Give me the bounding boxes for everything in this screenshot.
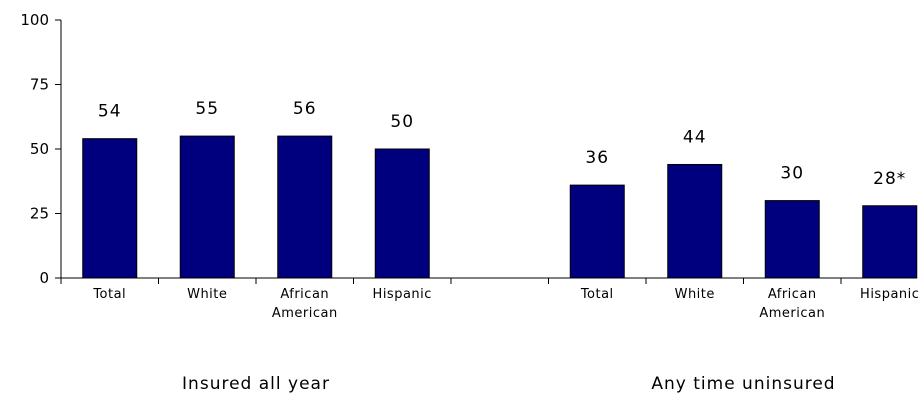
- bar: [277, 135, 333, 279]
- y-tick-label: 0: [39, 269, 49, 287]
- y-tick-label: 25: [30, 205, 49, 223]
- y-axis: 0 25 50 75 100: [20, 11, 62, 287]
- data-label: 36: [585, 148, 609, 168]
- data-label: 50: [390, 112, 414, 132]
- data-label: 30: [780, 164, 804, 184]
- bar: [374, 148, 430, 279]
- data-label: 56: [293, 99, 317, 119]
- bar: [179, 135, 235, 279]
- category-label: African: [768, 287, 817, 302]
- bar: [862, 205, 918, 279]
- category-label: American: [759, 306, 825, 321]
- category-label: Hispanic: [860, 287, 919, 302]
- y-tick-label: 100: [20, 11, 49, 29]
- bar: [569, 184, 625, 279]
- category-label: African: [280, 287, 329, 302]
- data-label: 55: [195, 99, 219, 119]
- group-label: Insured all year: [182, 374, 330, 394]
- category-label: White: [187, 287, 227, 302]
- bar: [82, 138, 138, 279]
- data-labels: 54 55 56 50 36 44 30 28*: [98, 99, 906, 189]
- data-label: 28*: [873, 169, 906, 189]
- category-labels: Total White African American Hispanic Total Wh…: [92, 287, 919, 321]
- category-label: American: [272, 306, 338, 321]
- bars: [82, 135, 918, 279]
- data-label: 54: [98, 102, 122, 122]
- bar: [667, 163, 723, 279]
- bar: [764, 200, 820, 279]
- group-labels: Insured all year Any time uninsured: [182, 374, 835, 394]
- category-label: Total: [580, 287, 614, 302]
- y-tick-label: 75: [30, 76, 49, 94]
- category-label: White: [675, 287, 715, 302]
- category-label: Hispanic: [373, 287, 432, 302]
- data-label: 44: [683, 127, 707, 147]
- y-tick-label: 50: [30, 140, 49, 158]
- category-label: Total: [92, 287, 126, 302]
- group-label: Any time uninsured: [651, 374, 835, 394]
- x-axis: [60, 277, 911, 284]
